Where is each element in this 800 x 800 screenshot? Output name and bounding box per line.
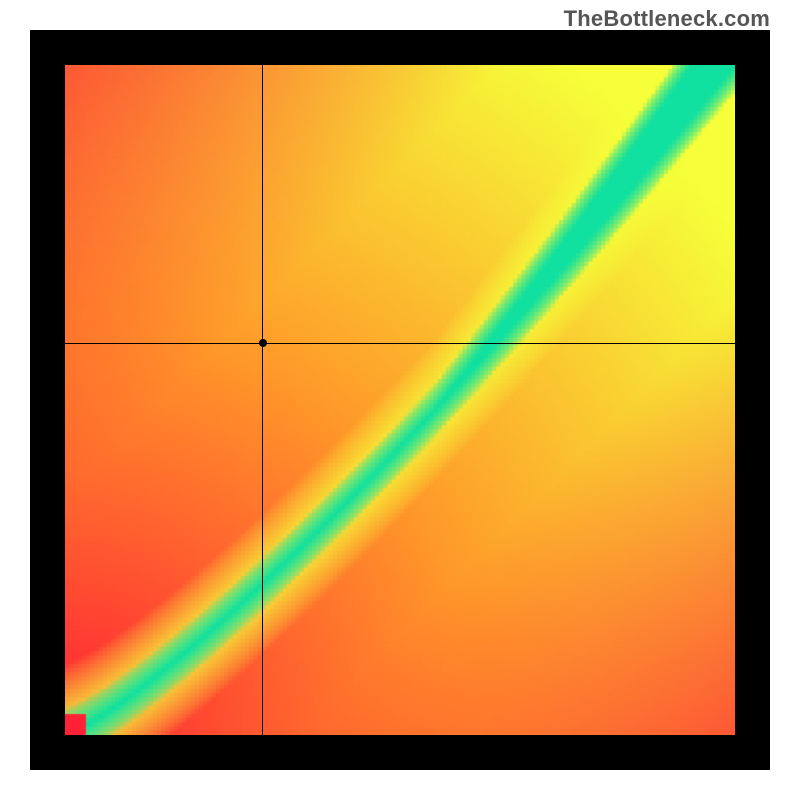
crosshair-vertical bbox=[262, 65, 263, 735]
crosshair-marker-dot bbox=[259, 339, 267, 347]
plot-outer-frame bbox=[30, 30, 770, 770]
watermark-text: TheBottleneck.com bbox=[564, 6, 770, 32]
bottleneck-heatmap bbox=[65, 65, 735, 735]
crosshair-horizontal bbox=[65, 343, 735, 344]
